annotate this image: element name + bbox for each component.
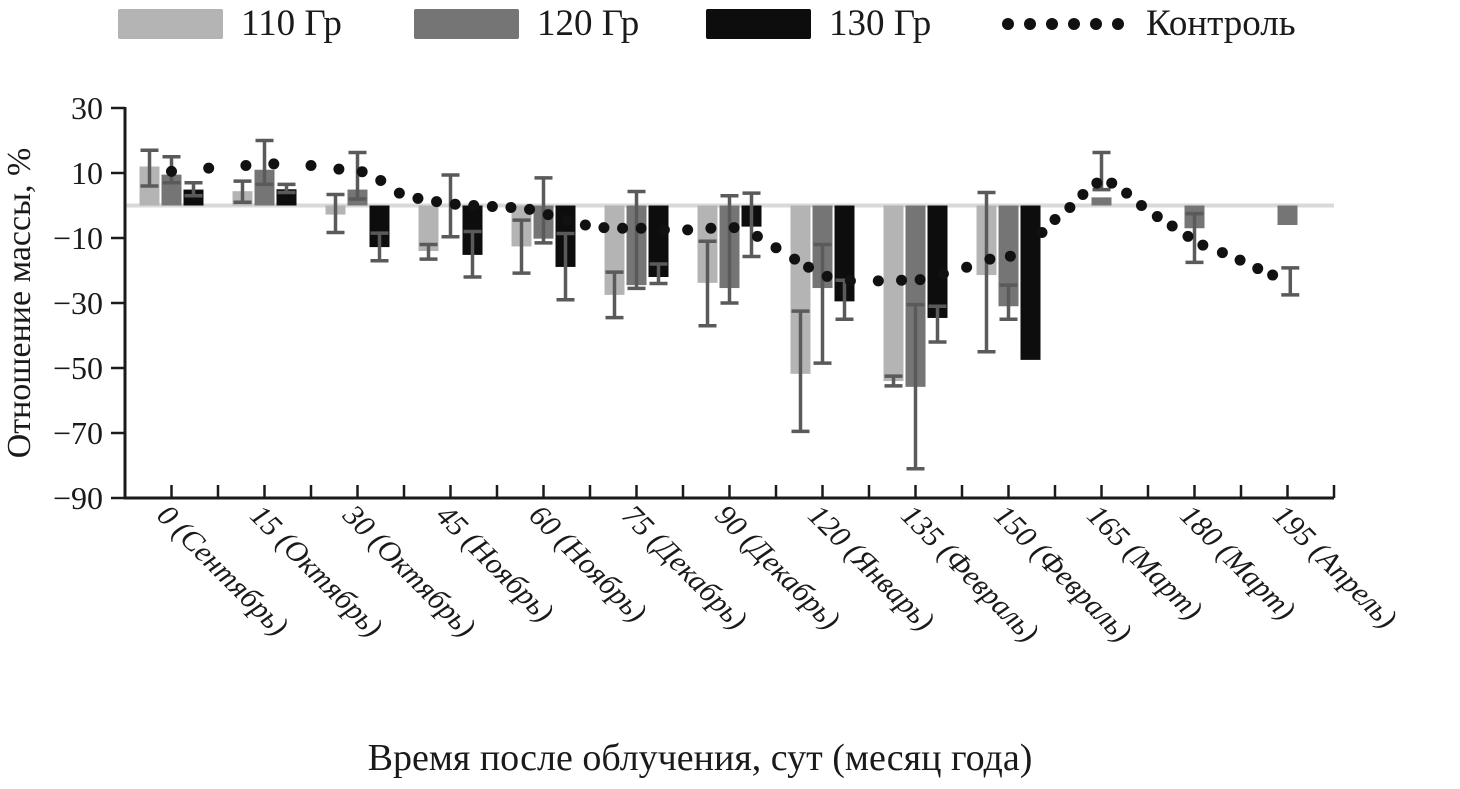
control-dot [1106,177,1118,189]
control-dot [1197,239,1209,251]
legend-label-120gr: 120 Гр [537,3,640,44]
y-tick-label: −70 [53,415,103,451]
control-dot [1216,247,1228,259]
control-dot [961,261,973,273]
control-dot [268,158,280,170]
control-dot [431,196,443,208]
y-tick-label: −90 [53,480,103,516]
y-tick-label: −30 [53,285,103,321]
legend-swatch-130gr [706,9,811,39]
x-axis-title: Время после облучения, сут (месяц года) [368,737,1033,779]
legend-item-110gr: 110 Гр [118,4,342,44]
bar-120-Гр-cat12 [1277,205,1298,225]
y-axis-title: Отношение массы, % [1,148,38,459]
control-dot [305,160,317,172]
control-dot [1151,211,1163,223]
legend-dot [1068,18,1080,30]
control-dot [449,198,461,210]
legend-dot [1112,18,1124,30]
control-dot [468,200,480,211]
control-dot [375,174,387,186]
control-dot [393,187,405,199]
control-dot [821,270,833,282]
control-dot [1064,201,1076,213]
legend-item-120gr: 120 Гр [414,4,639,44]
control-dot [1252,263,1264,275]
control-dot [1004,250,1016,262]
control-dot [635,222,647,234]
control-dot [203,162,215,174]
bar-130-Гр-cat2 [369,205,390,248]
control-dot [844,275,856,287]
control-dot [356,166,368,178]
legend-item-control: Контроль [1000,4,1296,44]
control-dot [598,222,610,234]
bar-120-Гр-cat8 [905,205,926,387]
control-dot [542,209,554,221]
dotted-line-icon [1000,16,1128,32]
control-dot [561,214,573,226]
legend-swatch-110gr [118,9,223,39]
control-dot [705,222,717,234]
control-dot [682,224,694,236]
bar-130-Гр-cat5 [648,205,669,277]
control-dot [896,274,908,286]
y-tick-label: −50 [53,350,103,386]
legend-dot [1024,18,1036,30]
control-dot [1267,269,1279,281]
control-dot [1182,230,1194,242]
bar-130-Гр-cat0 [183,189,204,206]
bar-130-Гр-cat8 [927,205,948,318]
control-dot [579,219,591,231]
control-dot [728,222,740,234]
control-dot [166,165,177,177]
control-dot [803,261,815,273]
control-dot [1049,213,1061,225]
control-dot [1234,254,1246,266]
control-dot [1135,200,1147,211]
bar-110-Гр-cat3 [418,205,439,251]
control-dot [914,274,926,286]
bar-120-Гр-cat1 [254,169,275,206]
bar-110-Гр-cat7 [790,205,811,374]
control-dot [658,224,670,236]
bar-120-Гр-cat10 [1091,197,1112,206]
control-dot [240,160,252,172]
control-dot [1166,220,1178,232]
legend-label-130gr: 130 Гр [829,3,932,44]
legend-swatch-120gr [414,9,519,39]
control-dot [617,222,629,234]
control-dot [505,201,517,213]
control-dot [524,203,536,215]
control-dot [1091,177,1103,189]
control-dot [1121,187,1133,199]
legend-label-110gr: 110 Гр [241,3,342,44]
control-dot [1077,188,1089,200]
control-dot [412,192,424,204]
legend-item-130gr: 130 Гр [706,4,931,44]
chart-legend: 110 Гр 120 Гр 130 Гр Контроль [0,4,1460,50]
control-dot [770,242,782,254]
control-dot [937,268,949,280]
control-dot [333,163,345,175]
control-dot [1036,226,1048,238]
legend-dot [1046,18,1058,30]
legend-label-control: Контроль [1146,3,1296,44]
control-dot [486,200,498,212]
y-tick-label: 30 [71,90,103,126]
legend-dot [1002,18,1014,30]
y-tick-label: 10 [71,155,103,191]
control-dot [751,230,763,242]
bar-130-Гр-cat9 [1020,205,1041,360]
bar-110-Гр-cat8 [883,205,904,381]
control-dot [789,253,801,265]
control-dot [984,253,996,265]
control-dot [872,275,884,287]
legend-dot [1090,18,1102,30]
y-tick-label: −10 [53,220,103,256]
